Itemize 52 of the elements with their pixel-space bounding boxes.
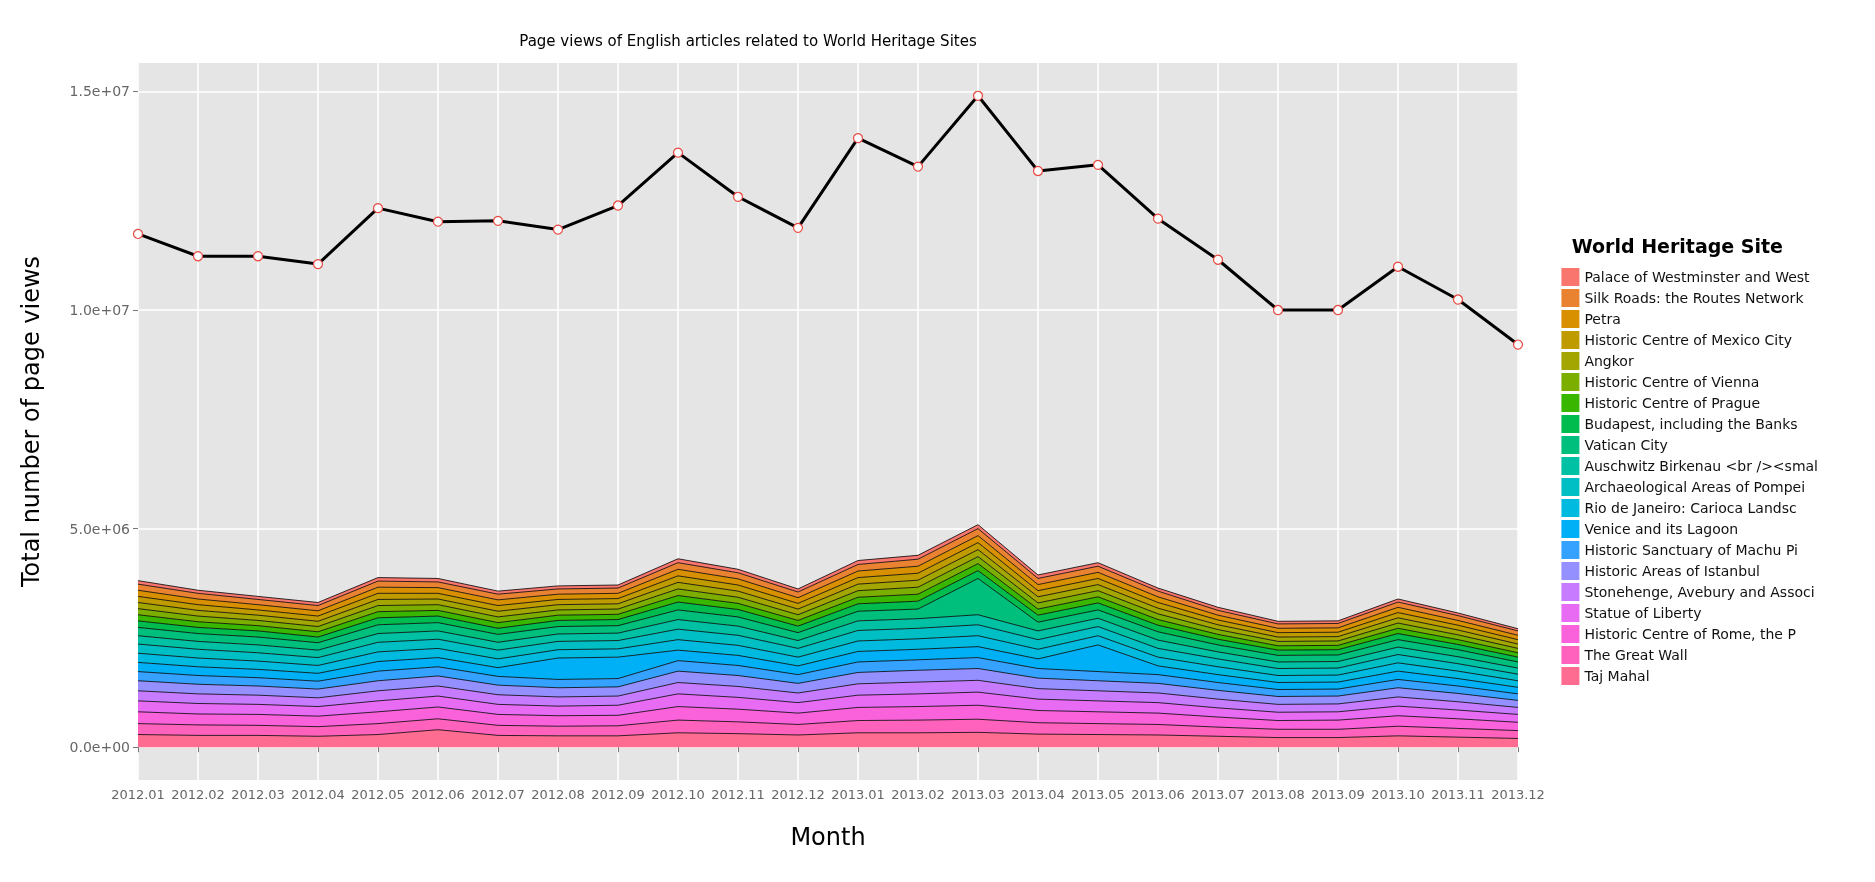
legend-label: Historic Centre of Prague [1584, 395, 1761, 411]
x-tick-label: 2013.12 [1491, 787, 1545, 802]
legend-label: Venice and its Lagoon [1584, 521, 1739, 537]
legend-label: Budapest, including the Banks [1584, 416, 1798, 432]
legend-label: Auschwitz Birkenau <br /><smal [1584, 458, 1818, 474]
x-tick-label: 2012.05 [351, 787, 405, 802]
legend-label: Vatican City [1584, 437, 1668, 453]
y-tick-label: 0.0e+00 [69, 739, 130, 756]
y-axis-title: Total number of page views [17, 255, 45, 589]
y-tick-label: 5.0e+06 [69, 520, 131, 537]
x-tick-label: 2012.06 [411, 787, 465, 802]
y-tick-label: 1.5e+07 [69, 83, 130, 100]
legend-label: Statue of Liberty [1584, 605, 1702, 621]
legend-label: Historic Centre of Vienna [1584, 374, 1760, 390]
legend-label: Rio de Janeiro: Carioca Landsc [1584, 500, 1797, 516]
y-tick-label: 1.0e+07 [69, 302, 130, 319]
legend-title: World Heritage Site [1571, 234, 1784, 257]
x-tick-label: 2013.01 [831, 787, 885, 802]
x-tick-label: 2012.12 [771, 787, 825, 802]
legend-label: Historic Areas of Istanbul [1584, 563, 1760, 579]
x-tick-label: 2012.08 [531, 787, 585, 802]
x-tick-label: 2012.09 [591, 787, 645, 802]
x-tick-label: 2012.03 [231, 787, 285, 802]
legend-label: Palace of Westminster and West [1584, 269, 1811, 285]
legend-label: Angkor [1584, 353, 1634, 369]
x-tick-label: 2013.11 [1431, 787, 1485, 802]
x-tick-label: 2012.04 [291, 787, 345, 802]
x-tick-label: 2013.04 [1011, 787, 1065, 802]
x-axis-title: Month [790, 823, 866, 851]
x-tick-label: 2013.05 [1071, 787, 1125, 802]
legend-label: Taj Mahal [1583, 668, 1650, 684]
x-tick-label: 2012.10 [651, 787, 705, 802]
x-tick-label: 2013.06 [1131, 787, 1185, 802]
x-tick-label: 2013.08 [1251, 787, 1305, 802]
legend-label: The Great Wall [1583, 647, 1688, 663]
x-tick-label: 2012.07 [471, 787, 525, 802]
legend-label: Historic Centre of Rome, the P [1584, 626, 1796, 642]
legend-label: Petra [1584, 311, 1621, 327]
legend-label: Historic Centre of Mexico City [1584, 332, 1792, 348]
x-tick-label: 2013.07 [1191, 787, 1245, 802]
legend-label: Historic Sanctuary of Machu Pi [1584, 542, 1798, 558]
legend-label: Stonehenge, Avebury and Associ [1584, 584, 1815, 600]
x-tick-label: 2012.01 [111, 787, 165, 802]
legend-label: Silk Roads: the Routes Network [1584, 290, 1805, 306]
x-tick-label: 2012.02 [171, 787, 225, 802]
x-tick-label: 2013.02 [891, 787, 945, 802]
x-tick-label: 2013.09 [1311, 787, 1365, 802]
legend-label: Archaeological Areas of Pompei [1584, 479, 1806, 495]
x-tick-label: 2013.03 [951, 787, 1005, 802]
x-tick-label: 2013.10 [1371, 787, 1425, 802]
chart-title: Page views of English articles related to World Heritage Sites [519, 31, 977, 50]
x-tick-label: 2012.11 [711, 787, 765, 802]
